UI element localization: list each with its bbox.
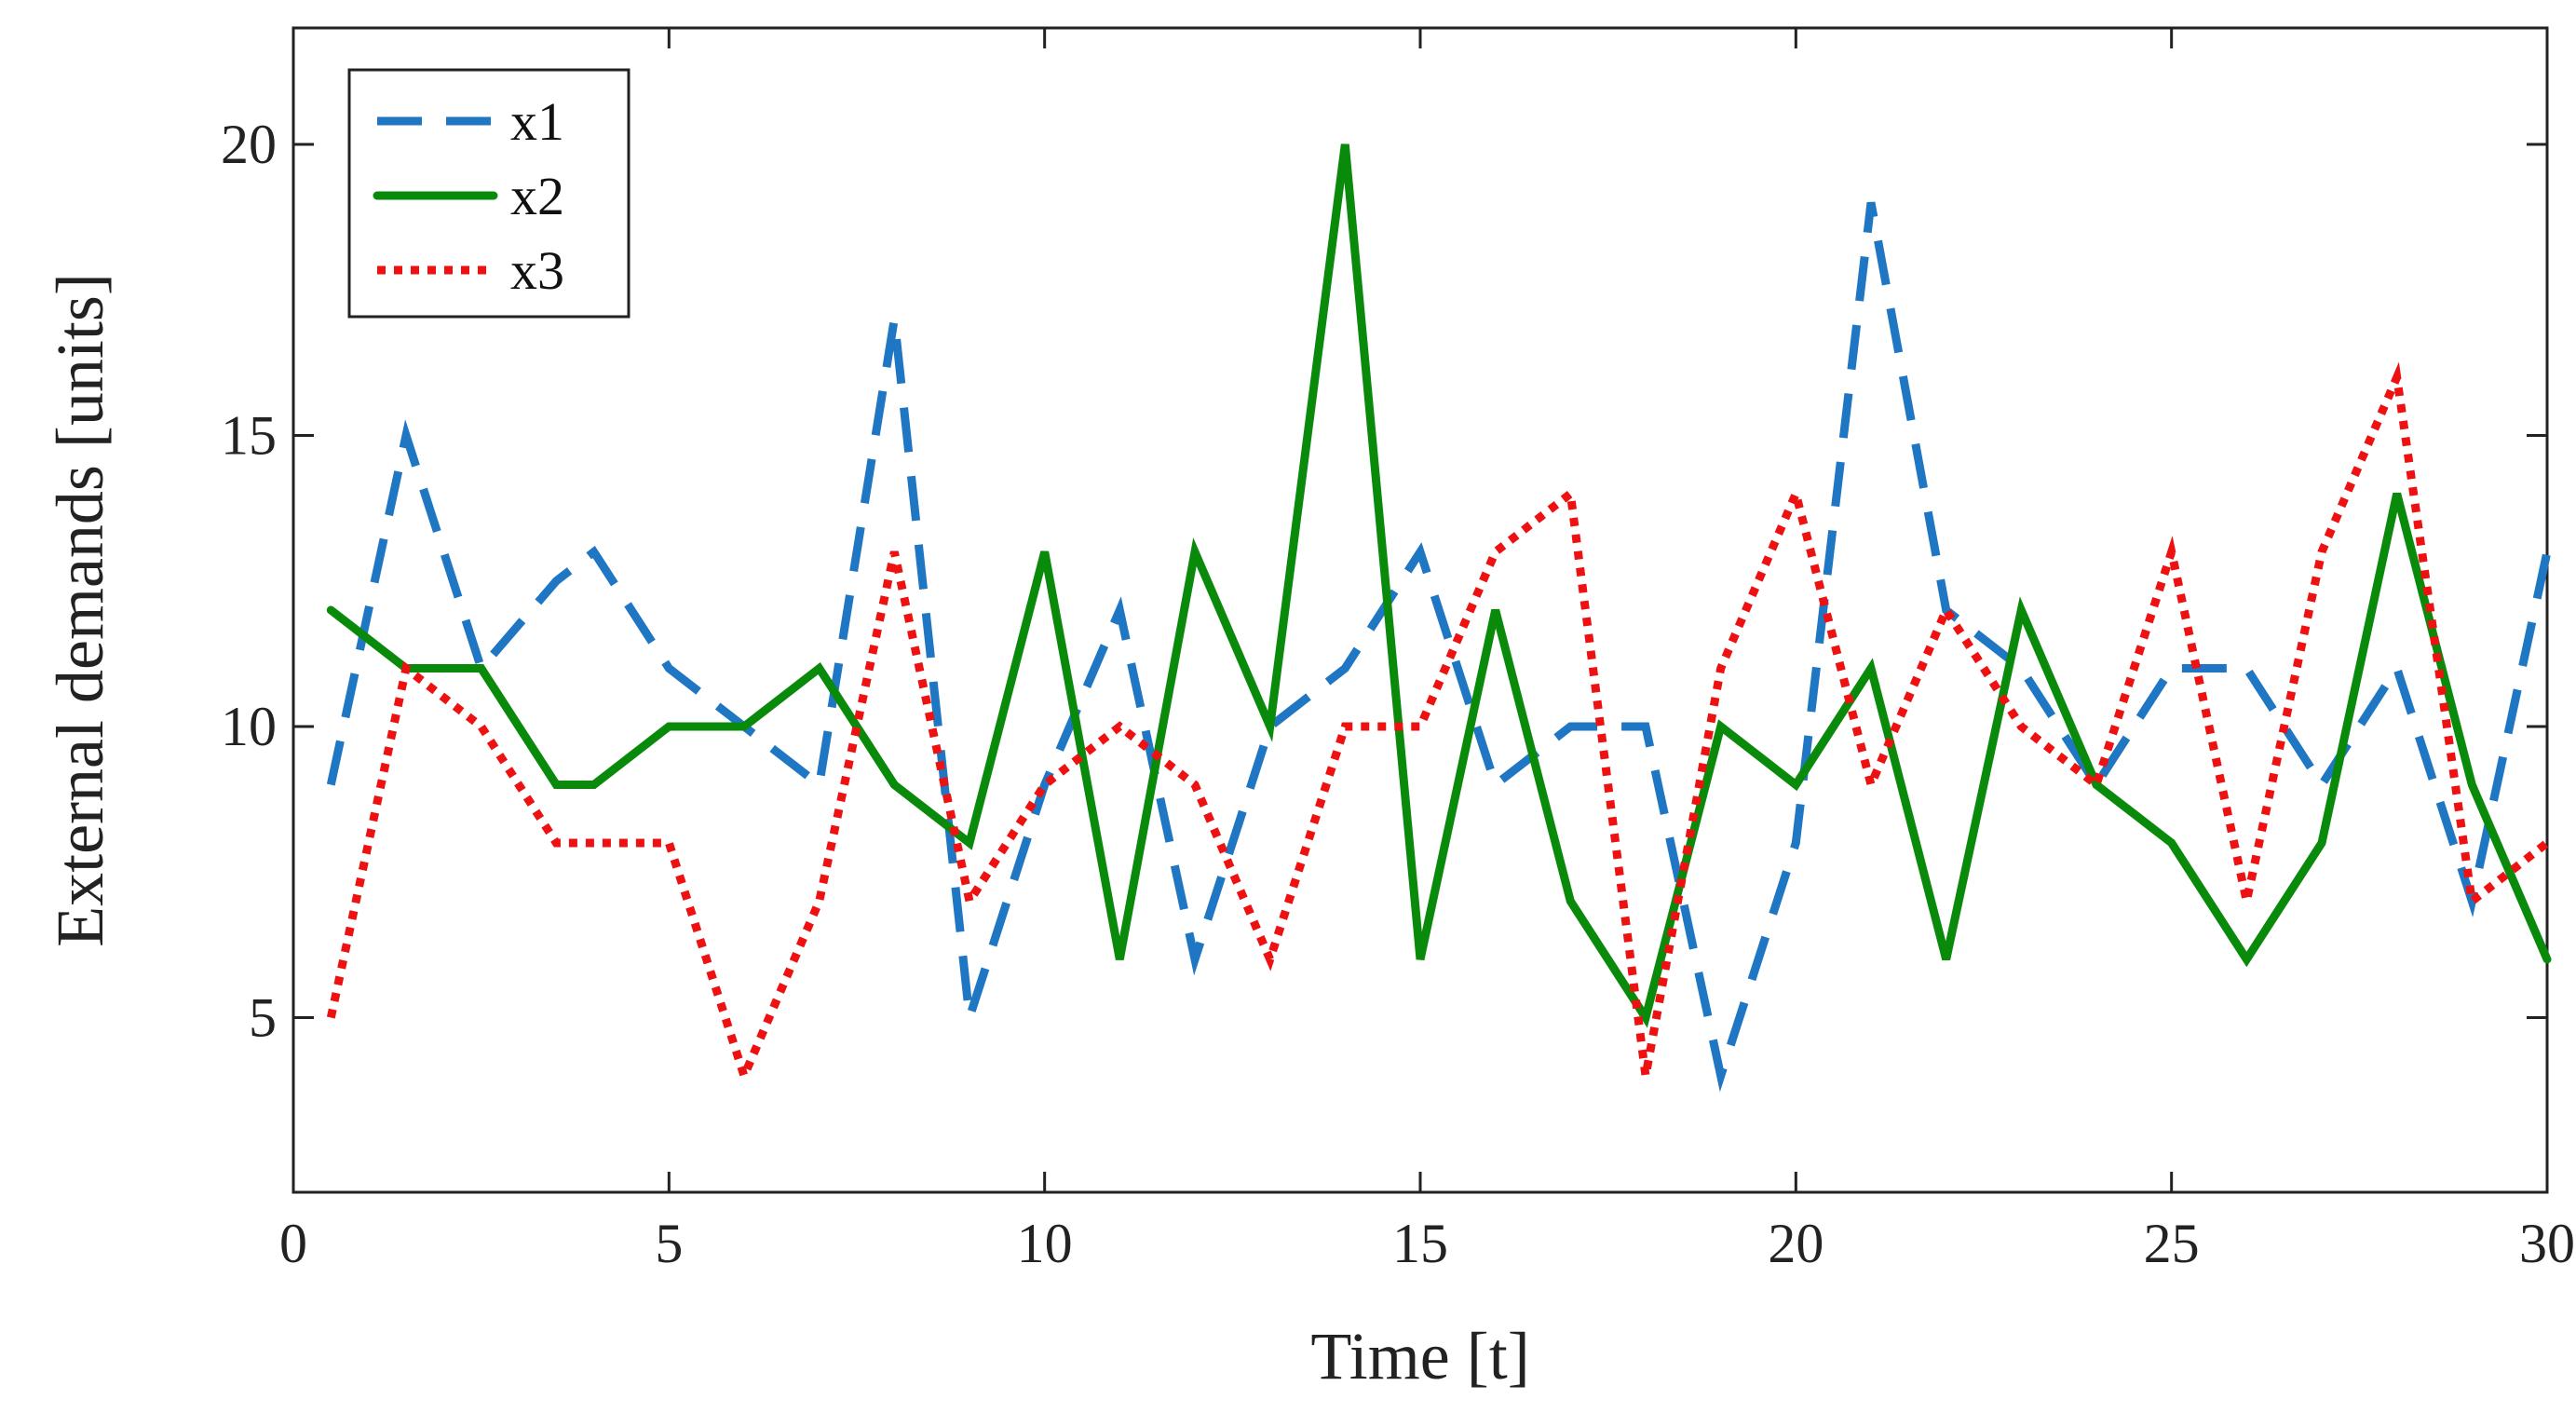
y-tick-label: 20	[221, 114, 277, 175]
y-tick-label: 15	[221, 405, 277, 467]
x-tick-label: 15	[1392, 1213, 1448, 1274]
x-tick-label: 5	[655, 1213, 683, 1274]
series-line-x1	[326, 201, 2552, 1093]
x-tick-label: 20	[1768, 1213, 1824, 1274]
tick-marks	[291, 28, 2549, 1192]
series-line-x3	[326, 361, 2550, 1088]
series-line-x2	[326, 143, 2552, 1028]
plot-area-frame	[291, 26, 2549, 1194]
x-axis-label: Time [t]	[1310, 1319, 1529, 1393]
legend-label-x3: x3	[510, 240, 564, 301]
legend-label-x1: x1	[510, 91, 564, 152]
x-tick-label: 10	[1017, 1213, 1073, 1274]
legend-label-x2: x2	[510, 166, 564, 226]
y-axis-label: External demands [units]	[43, 273, 117, 947]
legend: x1 x2 x3	[347, 68, 630, 319]
series-layer	[326, 143, 2552, 1093]
x-tick-label: 30	[2519, 1213, 2575, 1274]
y-tick-label: 5	[249, 987, 277, 1049]
y-tick-label: 10	[221, 696, 277, 757]
x-tick-label: 25	[2144, 1213, 2200, 1274]
tick-labels: 0 5 10 15 20 25 30 5 10 15 20	[221, 114, 2575, 1274]
x-tick-label: 0	[279, 1213, 307, 1274]
